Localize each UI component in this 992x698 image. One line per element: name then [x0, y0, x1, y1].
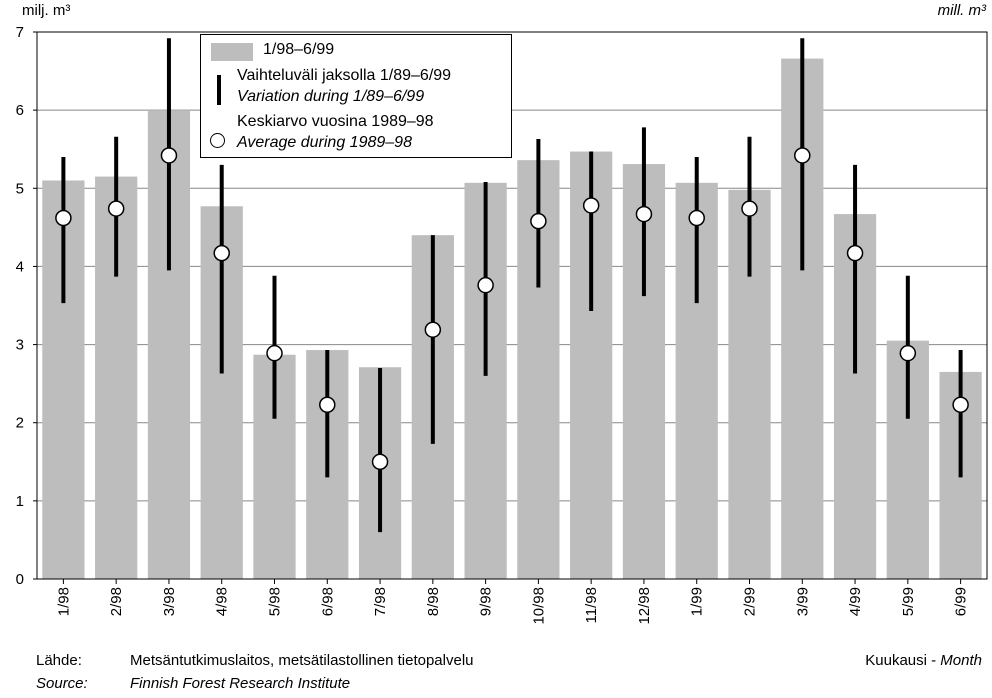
x-axis-title: Kuukausi - Month	[865, 652, 982, 669]
x-tick-label: 4/99	[847, 587, 864, 616]
mean-point	[371, 453, 389, 471]
y-tick-label: 0	[16, 571, 24, 588]
x-tick-label: 3/99	[794, 587, 811, 616]
y-unit-right: mill. m³	[937, 2, 986, 19]
mean-point	[530, 212, 547, 230]
x-tick-label: 5/98	[267, 587, 284, 616]
mean-point	[635, 205, 653, 223]
mean-point	[160, 147, 178, 164]
mean-point	[846, 244, 864, 262]
mean-point	[952, 396, 969, 413]
mean-point	[213, 244, 230, 262]
x-tick-label: 11/98	[583, 587, 600, 623]
x-tick-label: 9/98	[478, 587, 495, 616]
mean-point	[741, 200, 758, 217]
y-tick-label: 4	[16, 258, 24, 275]
y-tick-label: 6	[16, 102, 24, 119]
x-tick-label: 5/99	[900, 587, 917, 616]
mean-point	[319, 396, 336, 413]
source-label-fi: Lähde:	[36, 652, 82, 669]
mean-point	[477, 276, 494, 294]
source-text-fi: Metsäntutkimuslaitos, metsätilastollinen…	[130, 652, 474, 669]
x-tick-label: 2/98	[108, 587, 125, 616]
mean-point	[794, 147, 811, 164]
plot-frame	[36, 31, 988, 580]
x-tick-label: 3/98	[161, 587, 178, 616]
x-tick-label: 1/98	[55, 587, 72, 616]
x-tick-label: 4/98	[214, 587, 231, 616]
y-tick-label: 3	[16, 337, 24, 354]
mean-point	[582, 197, 600, 214]
legend-bars-label: 1/98–6/99	[263, 41, 335, 58]
legend-range-label-fi: Vaihteluväli jaksolla 1/89–6/99	[237, 67, 452, 84]
y-tick-label: 7	[16, 24, 24, 41]
legend-mean-label-en: Average during 1989–98	[237, 134, 412, 151]
x-tick-label: 8/98	[425, 587, 442, 616]
y-tick-label: 5	[16, 180, 24, 197]
legend-range-label-en: Variation during 1/89–6/99	[237, 88, 425, 105]
mean-point	[899, 344, 917, 362]
x-tick-label: 7/98	[372, 587, 389, 616]
x-axis-title-fi: Kuukausi -	[865, 652, 937, 669]
x-tick-label: 12/98	[636, 587, 653, 625]
legend-bar-swatch	[211, 43, 253, 61]
source-text-en: Finnish Forest Research Institute	[130, 675, 351, 692]
mean-point	[266, 344, 283, 362]
x-tick-label: 10/98	[530, 587, 547, 625]
y-tick-label: 2	[16, 415, 24, 432]
chart-legend: 1/98–6/99 Vaihteluväli jaksolla 1/89–6/9…	[200, 34, 512, 158]
mean-point	[424, 321, 442, 338]
mean-point	[107, 200, 125, 217]
x-tick-label: 2/99	[742, 587, 759, 616]
source-label-en: Source:	[36, 675, 88, 692]
legend-mean-label-fi: Keskiarvo vuosina 1989–98	[237, 113, 434, 130]
mean-point	[688, 209, 705, 227]
x-tick-label: 6/99	[953, 587, 970, 616]
x-tick-label: 1/99	[689, 587, 706, 616]
legend-range-swatch	[217, 75, 221, 105]
mean-point	[55, 209, 72, 227]
bar-chart: 0 1 2 3 4 5 6 7 1/98 2/98 3/98 4/98 5/98 6/98 7/98 8/98…	[16, 24, 988, 625]
y-unit-left: milj. m³	[22, 2, 71, 19]
y-tick-label: 1	[16, 493, 24, 510]
legend-mean-swatch	[210, 133, 225, 148]
x-tick-label: 6/98	[319, 587, 336, 616]
x-axis-title-en: Month	[940, 652, 982, 669]
